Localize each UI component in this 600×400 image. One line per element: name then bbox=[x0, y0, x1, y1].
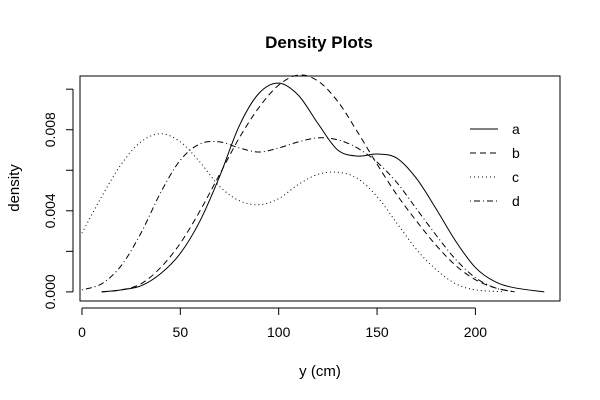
x-tick-label: 0 bbox=[78, 324, 86, 340]
x-tick-label: 150 bbox=[365, 324, 389, 340]
y-tick-label: 0.008 bbox=[42, 112, 58, 147]
legend-label-a: a bbox=[512, 121, 520, 137]
series-line-b bbox=[101, 74, 515, 293]
y-tick-label: 0.004 bbox=[42, 193, 58, 228]
y-axis: 0.000 0.004 0.008 bbox=[42, 88, 74, 309]
y-tick-label: 0.000 bbox=[42, 274, 58, 309]
series-line-a bbox=[101, 82, 545, 293]
series-line-c bbox=[81, 133, 505, 293]
plot-area-frame bbox=[79, 75, 561, 302]
x-tick-label: 100 bbox=[267, 324, 291, 340]
legend-label-c: c bbox=[512, 169, 519, 185]
x-axis-label: y (cm) bbox=[299, 363, 341, 380]
legend-label-d: d bbox=[512, 193, 520, 209]
legend-label-b: b bbox=[512, 145, 520, 161]
series-line-d bbox=[81, 137, 515, 293]
chart-title: Density Plots bbox=[265, 33, 373, 52]
y-axis-label: density bbox=[6, 164, 23, 212]
x-axis: 0 50 100 150 200 bbox=[78, 307, 488, 340]
x-tick-label: 200 bbox=[464, 324, 488, 340]
series-group bbox=[81, 74, 545, 293]
x-tick-label: 50 bbox=[173, 324, 189, 340]
